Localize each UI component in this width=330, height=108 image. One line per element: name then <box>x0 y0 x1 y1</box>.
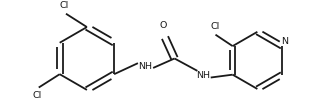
Text: NH: NH <box>139 62 152 71</box>
Text: Cl: Cl <box>32 91 41 100</box>
Text: NH: NH <box>196 71 210 80</box>
Text: N: N <box>281 37 288 46</box>
Text: O: O <box>159 21 167 30</box>
Text: Cl: Cl <box>59 1 69 10</box>
Text: Cl: Cl <box>211 22 220 31</box>
